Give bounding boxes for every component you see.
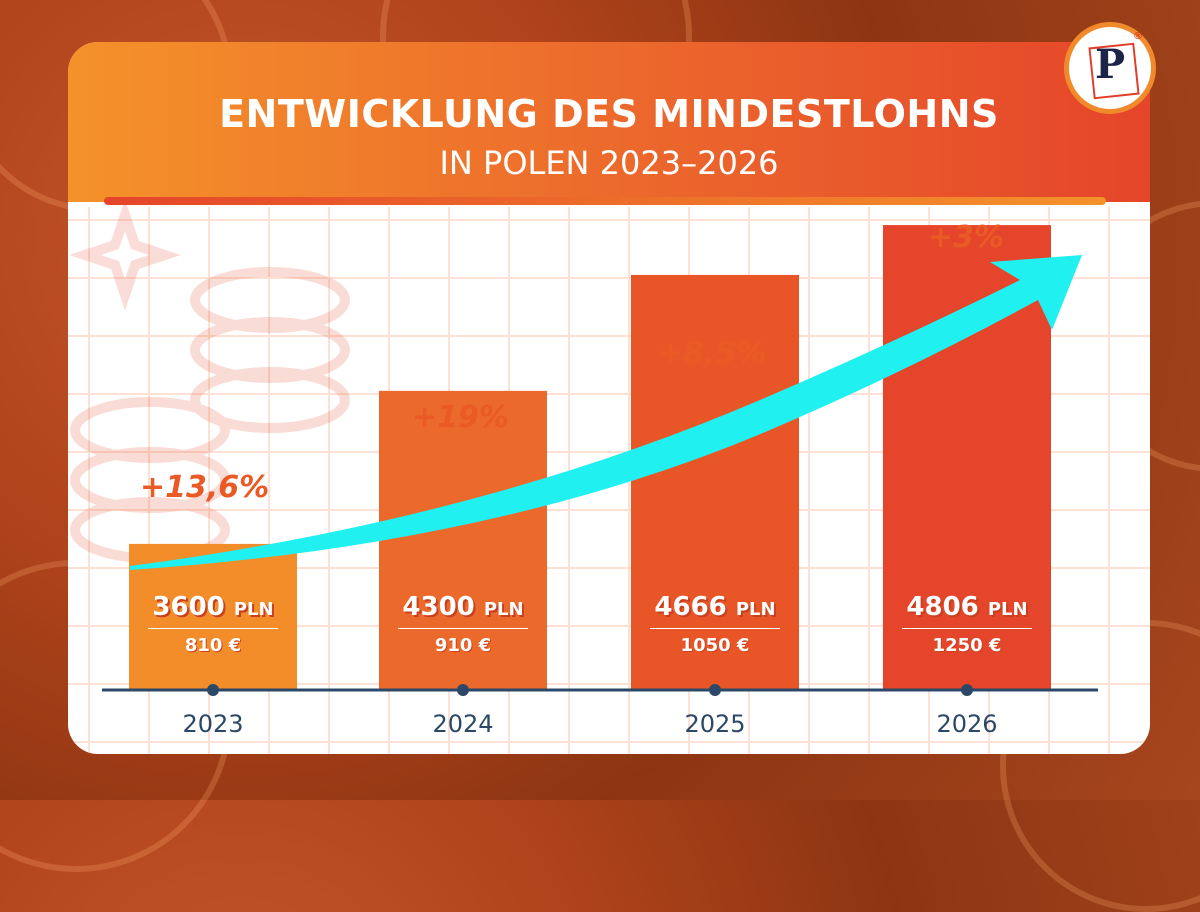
bar-value-label: 4666 PLN 1050 € bbox=[631, 592, 799, 656]
x-tick-dot bbox=[457, 684, 469, 696]
eur-value: 910 € bbox=[434, 635, 492, 656]
growth-label: +8,5% bbox=[658, 336, 767, 371]
header-banner: ENTWICKLUNG DES MINDESTLOHNS IN POLEN 20… bbox=[68, 42, 1150, 202]
bar-2024 bbox=[379, 390, 547, 690]
bar-value-label: 4300 PLN 910 € bbox=[379, 592, 547, 656]
x-tick-label: 2025 bbox=[684, 710, 746, 738]
title-line1: ENTWICKLUNG DES MINDESTLOHNS bbox=[219, 92, 999, 136]
bar-2025 bbox=[631, 274, 799, 690]
coins-decoration-icon bbox=[69, 199, 350, 563]
title-line2: IN POLEN 2023–2026 bbox=[439, 144, 779, 182]
x-tick-label: 2024 bbox=[432, 710, 494, 738]
chart-svg bbox=[69, 199, 1098, 696]
growth-label: +19% bbox=[412, 400, 509, 435]
pln-value: 4666 PLN bbox=[654, 592, 776, 622]
bar-value-label: 4806 PLN 1250 € bbox=[883, 592, 1051, 656]
x-tick-dot bbox=[961, 684, 973, 696]
registered-icon: ® bbox=[1133, 31, 1143, 42]
logo: P ® bbox=[1064, 22, 1156, 114]
eur-value: 1250 € bbox=[932, 635, 1002, 656]
pln-value: 4300 PLN bbox=[402, 592, 524, 622]
x-tick-label: 2026 bbox=[936, 710, 998, 738]
x-tick-label: 2023 bbox=[182, 710, 244, 738]
pln-value: 4806 PLN bbox=[906, 592, 1028, 622]
bar-2023 bbox=[129, 543, 297, 690]
label-divider bbox=[148, 628, 278, 629]
x-tick-dot bbox=[709, 684, 721, 696]
logo-letter: P bbox=[1094, 41, 1126, 88]
eur-value: 810 € bbox=[184, 635, 242, 656]
bar-value-label: 3600 PLN 810 € bbox=[129, 592, 297, 656]
growth-label: +13,6% bbox=[140, 470, 270, 505]
header-underline bbox=[104, 197, 1106, 205]
eur-value: 1050 € bbox=[680, 635, 750, 656]
label-divider bbox=[650, 628, 780, 629]
label-divider bbox=[902, 628, 1032, 629]
pln-value: 3600 PLN bbox=[152, 592, 274, 622]
growth-label: +3% bbox=[928, 220, 1005, 255]
label-divider bbox=[398, 628, 528, 629]
x-tick-dot bbox=[207, 684, 219, 696]
